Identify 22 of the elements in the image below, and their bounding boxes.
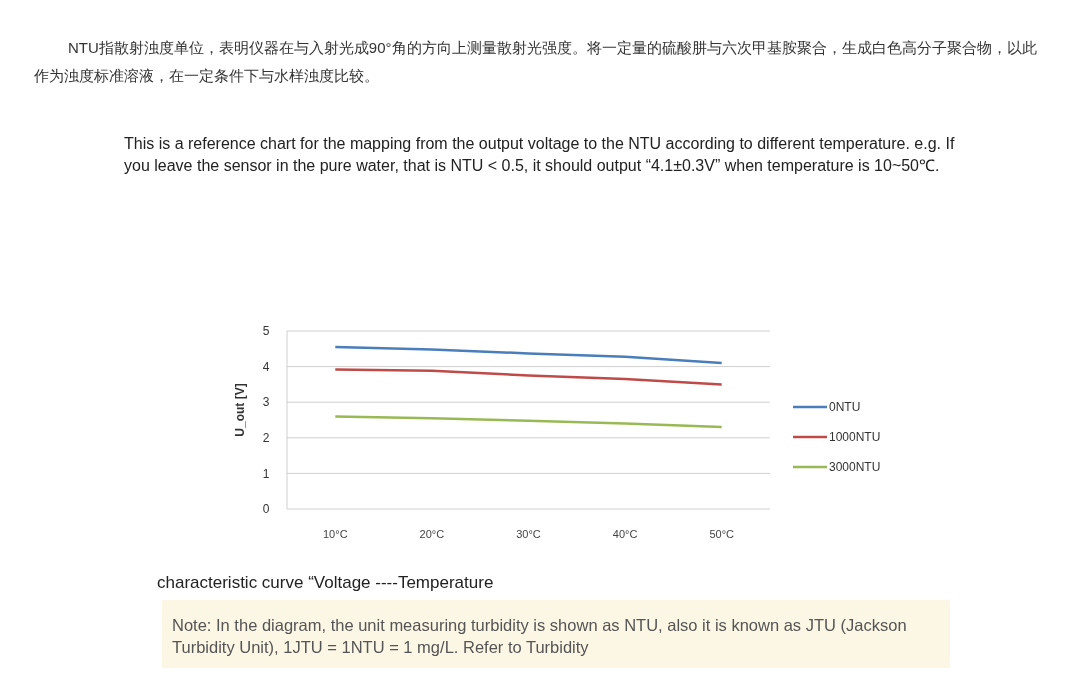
y-axis-title: U_out [V] — [233, 383, 247, 437]
text: Note: In the diagram, the unit measuring turbidity is shown as NTU, also it is known as JTU (Jackson Turbidity Unit), 1JTU = 1NTU = 1 mg/L. Refer to Turbidity — [162, 600, 950, 668]
text: characteristic curve “Voltage ----Temperature — [157, 573, 494, 593]
legend-label: 1000NTU — [829, 430, 881, 445]
line-series — [334, 368, 723, 386]
legend-label: 3000NTU — [829, 460, 881, 475]
y-tick-label: 1 — [262, 466, 270, 481]
text: This is a reference chart for the mapping from the output voltage to the NTU according to different temperature. e.g. If you leave the sensor in the pure water, that is NTU < 0.5, it should output “4.1±0.3V” when temperature is 10~50℃. — [124, 134, 956, 176]
x-tick-label: 10°C — [323, 528, 348, 540]
y-tick-label: 2 — [262, 431, 270, 445]
x-tick-label: 50°C — [709, 528, 735, 540]
y-tick-label: 4 — [262, 359, 270, 374]
legend-label: 0NTU — [829, 400, 861, 415]
line-series — [334, 345, 723, 365]
x-tick-label: 20°C — [419, 528, 445, 540]
x-tick-label: 30°C — [516, 528, 541, 540]
line-series — [334, 415, 723, 429]
y-tick-label: 3 — [262, 395, 270, 410]
x-tick-label: 40°C — [612, 528, 638, 540]
text: NTU指散射浊度单位，表明仪器在与入射光成90°角的方向上测量散射光强度。将一定量的硫酸肼与六次甲基胺聚合，生成白色高分子聚合物，以此作为浊度标准溶液，在一定条件下与水样浊度比较。 — [34, 38, 1038, 86]
y-tick-label: 0 — [262, 502, 270, 517]
y-tick-label: 5 — [262, 324, 270, 339]
